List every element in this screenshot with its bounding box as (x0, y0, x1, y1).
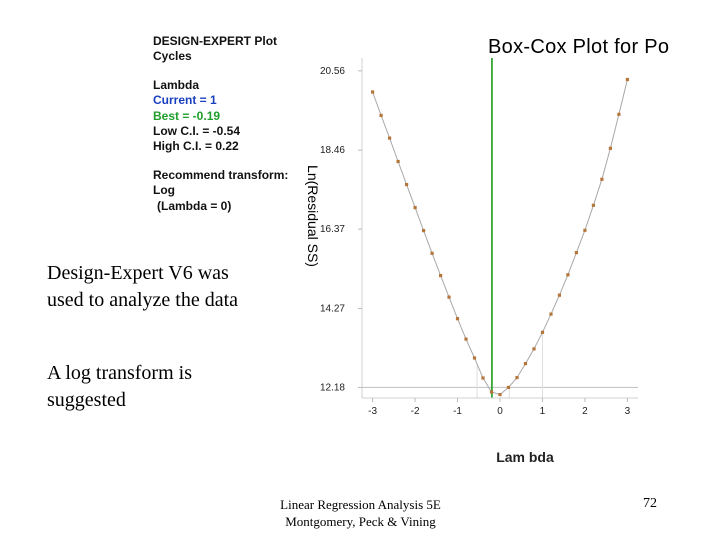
recommend-value: Log (153, 183, 175, 198)
data-point (617, 112, 621, 116)
data-point (481, 376, 485, 380)
y-tick-label: 14.27 (320, 303, 345, 314)
x-tick-label: -2 (411, 406, 420, 417)
footer-line-1: Linear Regression Analysis 5E (280, 497, 441, 512)
data-point (422, 229, 426, 233)
data-point (371, 90, 375, 94)
chart-title: Box-Cox Plot for Po (488, 36, 670, 58)
data-point (566, 273, 570, 277)
data-point (532, 347, 536, 351)
page-number: 72 (643, 496, 657, 511)
data-point (625, 77, 629, 82)
data-points (371, 77, 629, 397)
y-tick-label: 18.46 (320, 145, 345, 156)
data-point (574, 251, 578, 255)
current-lambda: Current = 1 (153, 93, 217, 108)
data-point (430, 251, 434, 255)
best-lambda: Best = -0.19 (153, 108, 221, 123)
data-point (388, 136, 392, 140)
y-axis-label: Ln(Residual SS) (305, 165, 321, 267)
data-point (591, 203, 595, 207)
info-panel: DESIGN-EXPERT Plot Cycles Lambda Current… (153, 34, 288, 214)
x-tick-label: -3 (368, 406, 377, 417)
data-point (379, 113, 383, 117)
x-tick-label: -1 (453, 406, 462, 417)
data-point (557, 293, 561, 297)
data-point (413, 206, 417, 210)
x-tick-label: 3 (625, 406, 631, 417)
data-point (455, 317, 460, 321)
data-point (464, 337, 468, 341)
data-point (523, 362, 528, 366)
x-tick-label: 1 (540, 406, 546, 417)
x-axis-label: Lam bda (496, 449, 554, 465)
y-tick-label: 20.56 (320, 66, 345, 77)
slide-paragraph-2: A log transform is suggested (47, 362, 192, 411)
info-title: DESIGN-EXPERT Plot (153, 34, 278, 48)
y-tick-label: 12.18 (320, 382, 345, 393)
x-tick-label: 0 (497, 406, 503, 417)
low-ci: Low C.I. = -0.54 (153, 124, 241, 139)
recommend-heading: Recommend transform: (153, 167, 289, 182)
data-point (540, 330, 545, 334)
x-tick-label: 2 (582, 406, 588, 417)
data-point (396, 159, 400, 164)
data-point (405, 183, 409, 187)
curve-path (372, 79, 628, 396)
box-cox-curve (372, 79, 628, 396)
data-point (489, 390, 494, 394)
confidence-interval-lines (362, 332, 638, 398)
data-point (549, 312, 553, 316)
lambda-heading: Lambda (153, 77, 200, 92)
data-point (439, 274, 443, 278)
info-response: Cycles (153, 49, 192, 64)
y-tick-label: 16.37 (320, 224, 345, 235)
data-point (506, 385, 511, 389)
data-point (515, 376, 519, 380)
data-point (583, 228, 587, 232)
data-point (600, 177, 604, 181)
chart-axes: 12.18 14.27 16.37 18.46 20.56 -3 -2 -1 0 1 2 3 (320, 58, 638, 417)
slide-paragraph-1: Design-Expert V6 was used to analyze the… (47, 262, 239, 311)
footer-citation: Linear Regression Analysis 5E Montgomery… (268, 496, 453, 530)
recommend-lambda: (Lambda = 0) (157, 198, 232, 213)
data-point (608, 146, 612, 150)
data-point (472, 356, 477, 360)
data-point (498, 393, 502, 397)
data-point (447, 295, 451, 299)
footer-line-2: Montgomery, Peck & Vining (285, 514, 436, 529)
high-ci: High C.I. = 0.22 (153, 139, 239, 154)
